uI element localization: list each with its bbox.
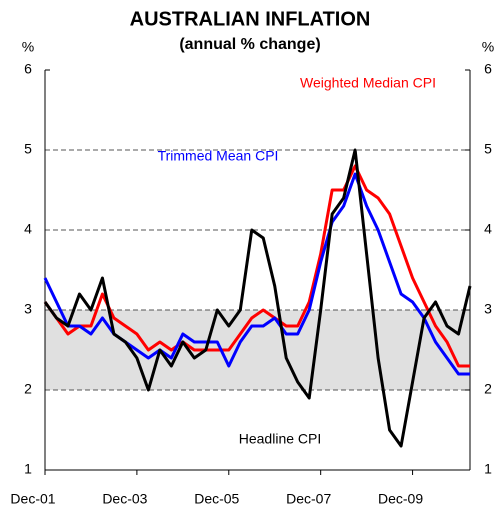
y-tick-label: 2 [24, 381, 32, 397]
y-axis-label: % [22, 39, 34, 55]
y2-tick-label: 3 [484, 301, 492, 317]
series-label: Weighted Median CPI [300, 75, 436, 91]
series-line [43, 148, 472, 448]
y2-axis-label: % [482, 39, 494, 55]
y-tick-label: 3 [24, 301, 32, 317]
x-tick-label: Dec-01 [10, 491, 55, 507]
target-band [45, 310, 470, 390]
x-tick-label: Dec-05 [194, 491, 239, 507]
series-line [43, 164, 470, 368]
chart-subtitle: (annual % change) [179, 36, 320, 53]
y-tick-label: 6 [24, 61, 32, 77]
y2-tick-label: 2 [484, 381, 492, 397]
y2-tick-label: 1 [484, 461, 492, 477]
y2-tick-label: 4 [484, 221, 492, 237]
y-tick-label: 4 [24, 221, 32, 237]
y2-tick-label: 6 [484, 61, 492, 77]
chart-title: AUSTRALIAN INFLATION [130, 8, 371, 30]
x-tick-label: Dec-09 [378, 491, 423, 507]
x-tick-label: Dec-03 [102, 491, 147, 507]
x-tick-label: Dec-07 [286, 491, 331, 507]
series-label: Trimmed Mean CPI [158, 148, 279, 164]
y-tick-label: 5 [24, 141, 32, 157]
y-tick-label: 1 [24, 461, 32, 477]
y2-tick-label: 5 [484, 141, 492, 157]
series-label: Headline CPI [239, 431, 322, 447]
